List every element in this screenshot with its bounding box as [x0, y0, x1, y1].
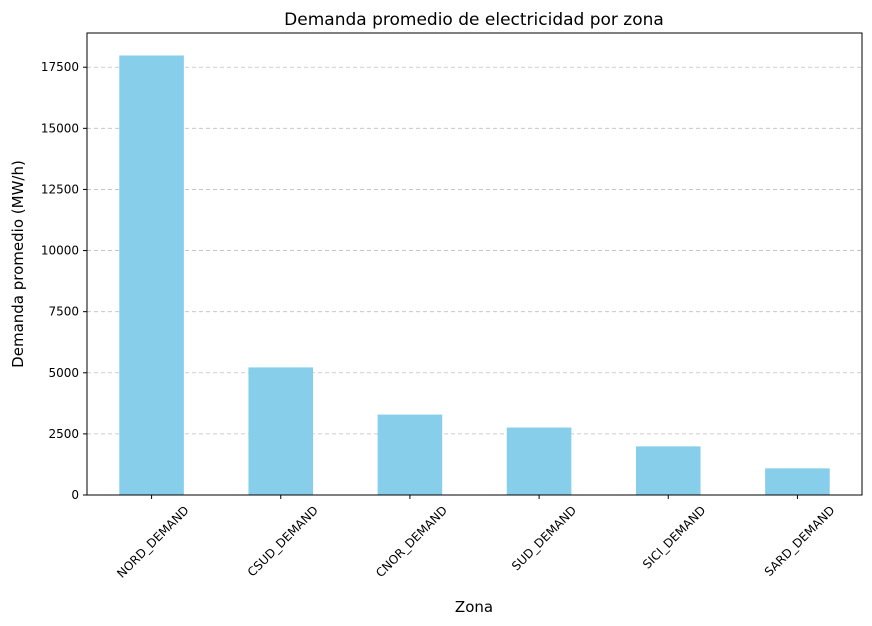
- y-tick-label: 5000: [48, 366, 79, 380]
- bar-sard-demand: [765, 468, 830, 495]
- grid-lines: [87, 66, 862, 435]
- y-tick-label: 17500: [41, 60, 79, 74]
- plot-frame: [86, 32, 863, 496]
- y-axis-label: Demanda promedio (MW/h): [9, 160, 27, 368]
- bar-cnor-demand: [377, 414, 443, 495]
- y-tick-label: 12500: [41, 182, 79, 196]
- bars: [119, 55, 830, 495]
- x-tick-label: NORD_DEMAND: [114, 503, 192, 581]
- x-tick-label: SUD_DEMAND: [509, 503, 579, 573]
- x-tick-label: CSUD_DEMAND: [245, 503, 321, 579]
- x-axis-label: Zona: [455, 598, 493, 616]
- bar-nord-demand: [119, 55, 184, 495]
- x-tick-label: CNOR_DEMAND: [373, 503, 450, 580]
- bar-sud-demand: [506, 427, 572, 495]
- x-tick-label: SARD_DEMAND: [762, 503, 838, 579]
- bar-sici-demand: [635, 446, 701, 495]
- y-tick-label: 7500: [48, 305, 79, 319]
- y-tick-label: 10000: [41, 244, 79, 258]
- bar-csud-demand: [248, 367, 314, 495]
- y-tick-label: 15000: [41, 121, 79, 135]
- chart-title: Demanda promedio de electricidad por zon…: [284, 10, 664, 30]
- y-axis-ticks: 0 2500 5000 7500 10000 12500 15000 17500: [41, 60, 87, 502]
- y-tick-label: 0: [71, 488, 79, 502]
- x-axis-ticks: NORD_DEMAND CSUD_DEMAND CNOR_DEMAND SUD_DEM…: [114, 495, 838, 581]
- y-tick-label: 2500: [48, 427, 79, 441]
- x-tick-label: SICI_DEMAND: [640, 503, 708, 571]
